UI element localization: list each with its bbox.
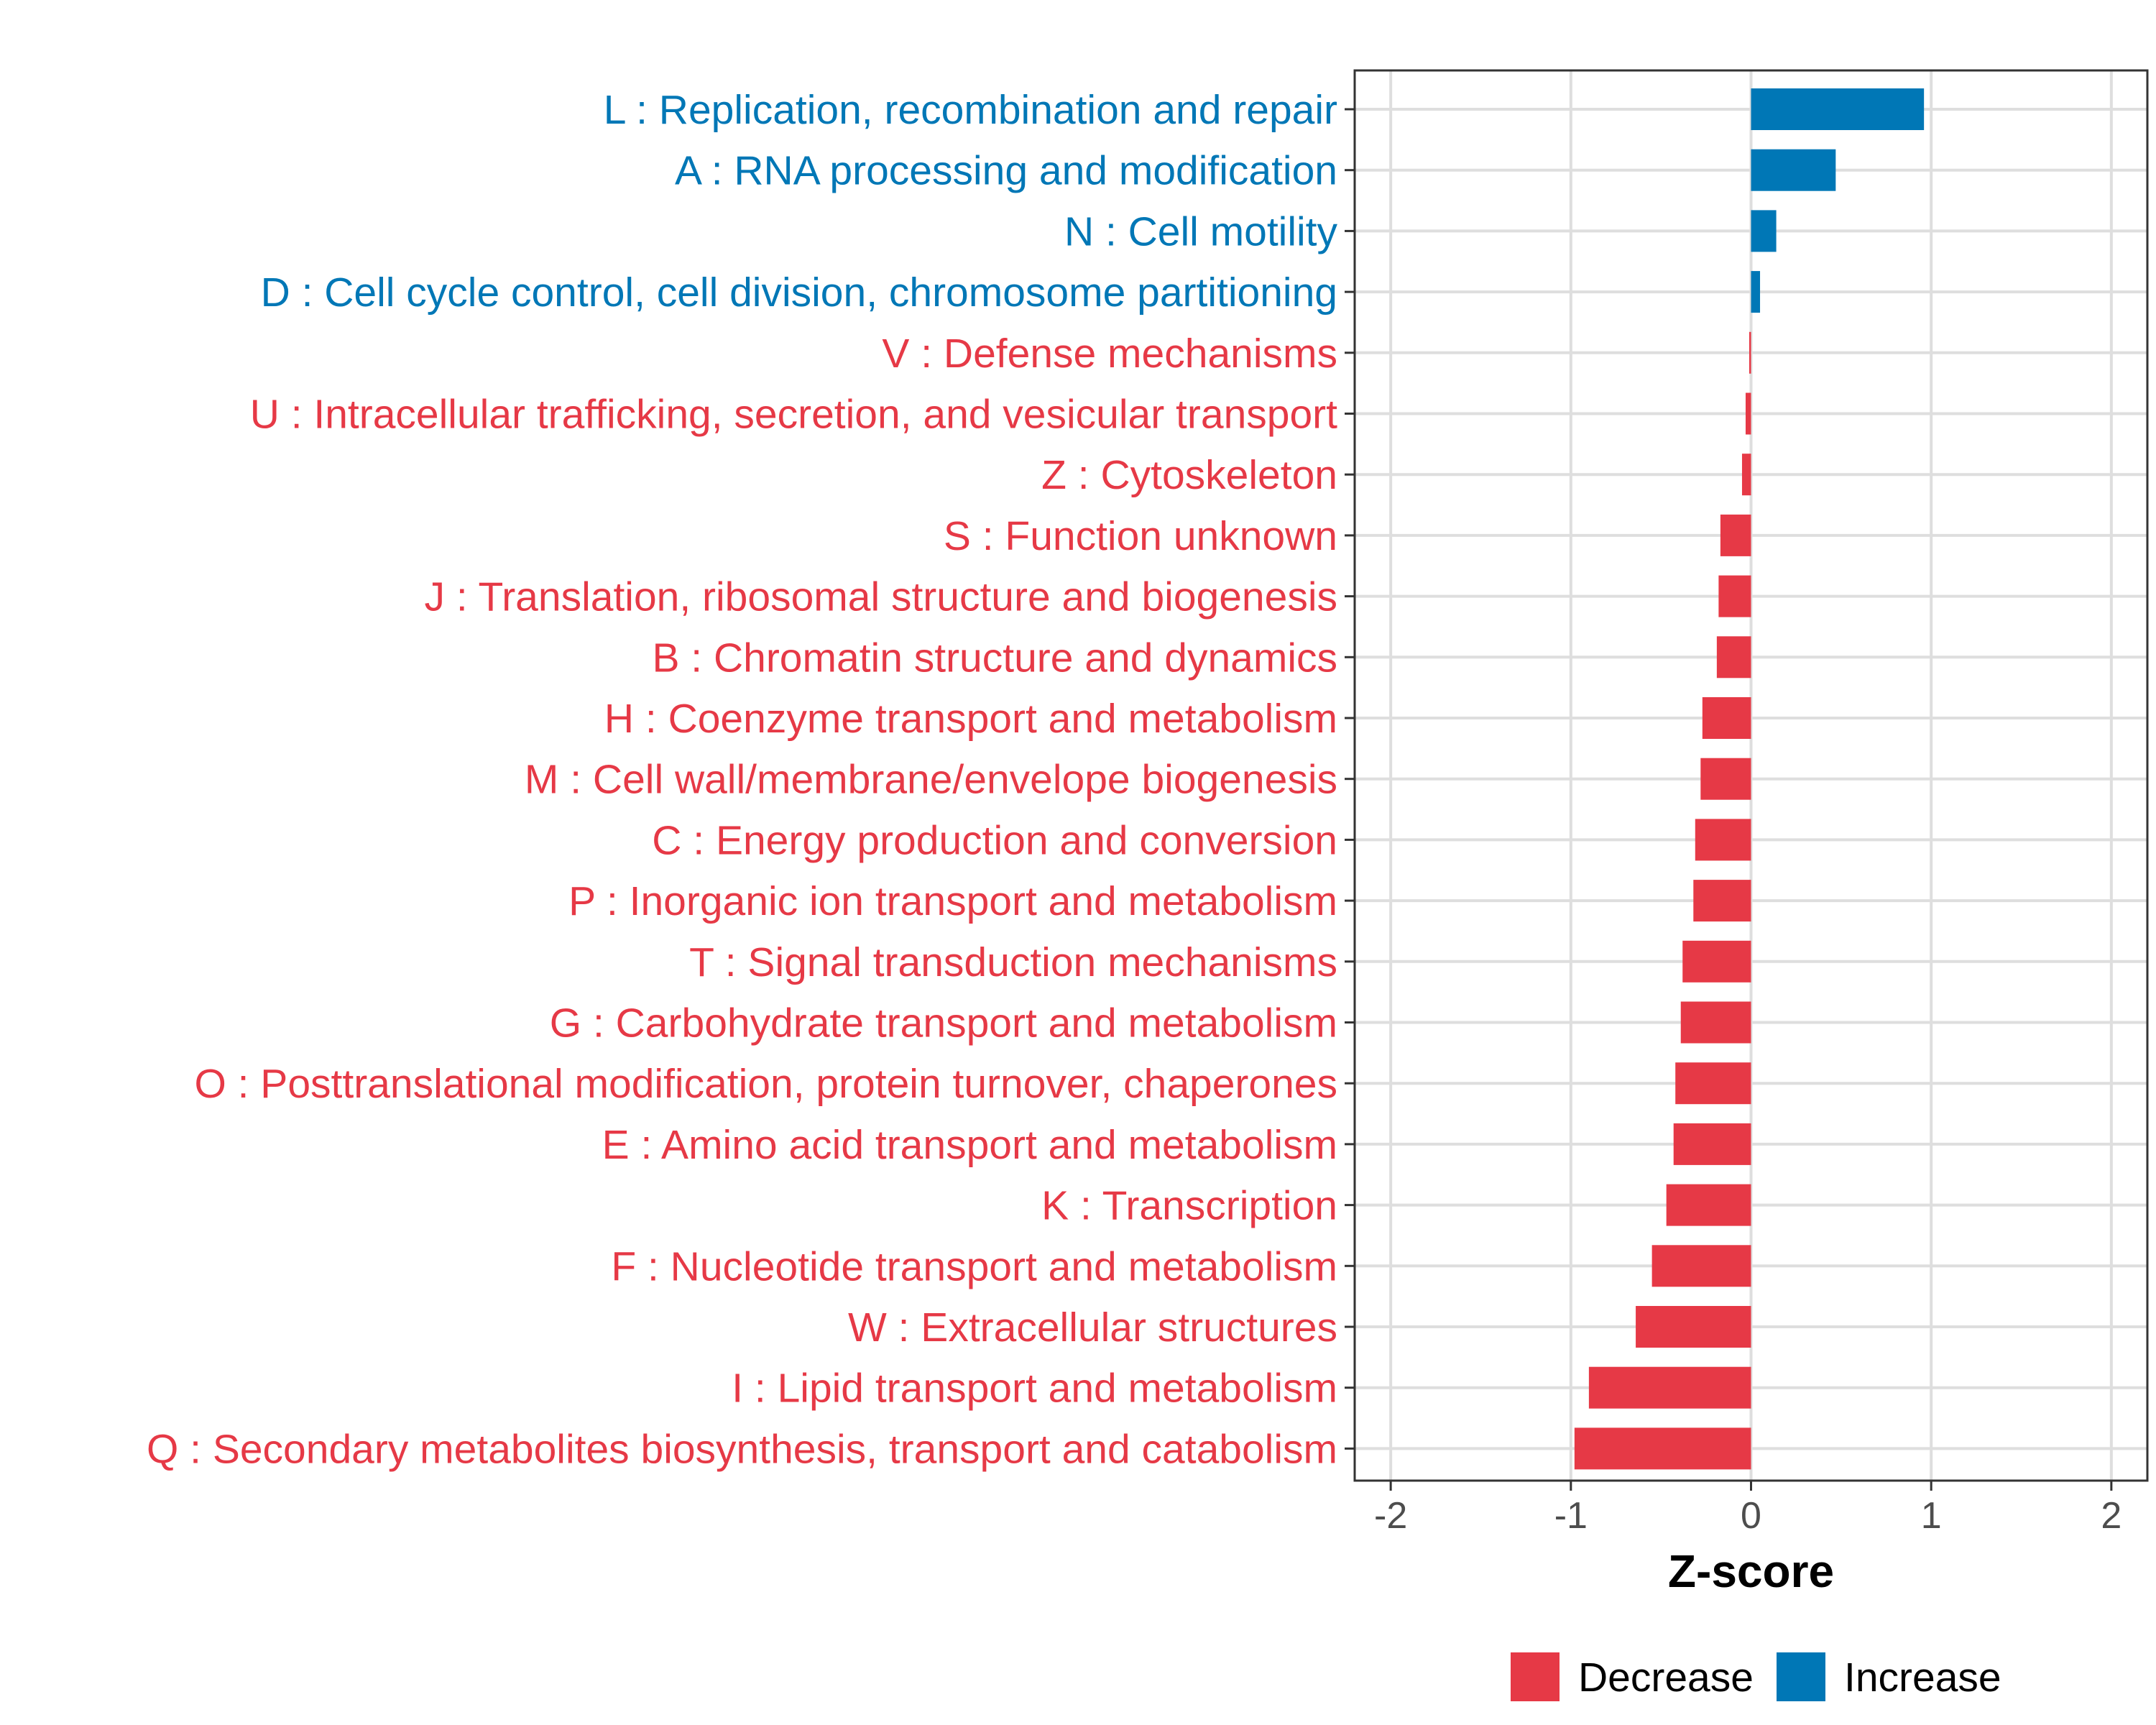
category-label-e: E : Amino acid transport and metabolism [602,1122,1337,1168]
category-label-j: J : Translation, ribosomal structure and… [425,574,1337,620]
legend-label-decrease: Decrease [1578,1655,1754,1701]
category-label-p: P : Inorganic ion transport and metaboli… [568,878,1337,924]
legend-label-increase: Increase [1844,1655,2001,1701]
category-label-s: S : Function unknown [944,513,1337,559]
bar-e [1673,1123,1751,1165]
bar-a [1751,149,1836,191]
bar-l [1751,88,1925,130]
legend: Decrease Increase [1511,1652,2001,1701]
category-label-q: Q : Secondary metabolites biosynthesis, … [147,1426,1337,1472]
bar-g [1680,1001,1751,1044]
x-axis-ticks: -2 -1 0 1 2 [1374,1481,2122,1537]
bar-j [1718,575,1751,617]
bar-o [1675,1062,1751,1105]
category-label-t: T : Signal transduction mechanisms [689,939,1337,985]
x-axis-title: Z-score [1668,1545,1834,1597]
bar-b [1716,636,1751,678]
bar-i [1588,1366,1751,1409]
x-tick-label: 0 [1741,1495,1761,1537]
category-label-v: V : Defense mechanisms [882,331,1337,377]
bar-c [1695,819,1751,861]
bar-k [1666,1184,1751,1226]
category-label-k: K : Transcription [1041,1183,1337,1229]
category-label-h: H : Coenzyme transport and metabolism [604,696,1337,742]
bar-v [1749,331,1751,374]
category-label-f: F : Nucleotide transport and metabolism [611,1243,1337,1289]
category-label-z: Z : Cytoskeleton [1041,452,1337,498]
legend-swatch-decrease [1511,1652,1560,1701]
category-labels: L : Replication, recombination and repai… [147,87,1338,1472]
x-tick-label: -2 [1374,1495,1407,1537]
x-tick-label: 1 [1921,1495,1942,1537]
bar-layer [1574,88,1925,1470]
category-label-d: D : Cell cycle control, cell division, c… [261,270,1337,316]
category-label-u: U : Intracellular trafficking, secretion… [250,392,1337,438]
x-tick-label: -1 [1554,1495,1588,1537]
category-label-o: O : Posttranslational modification, prot… [194,1061,1337,1107]
bar-h [1702,697,1751,739]
bar-q [1574,1427,1751,1470]
bar-t [1682,940,1751,983]
category-label-b: B : Chromatin structure and dynamics [652,635,1337,681]
x-tick-label: 2 [2101,1495,2122,1537]
bar-n [1751,210,1777,252]
y-axis-ticks [1345,108,1355,1450]
bar-d [1751,271,1761,313]
bar-u [1745,392,1751,435]
bar-f [1651,1245,1751,1287]
bar-s [1720,514,1751,556]
category-label-i: I : Lipid transport and metabolism [732,1366,1337,1412]
category-label-n: N : Cell motility [1064,208,1338,254]
bar-m [1700,758,1751,800]
category-label-a: A : RNA processing and modification [675,148,1337,194]
category-label-w: W : Extracellular structures [848,1305,1337,1351]
category-label-l: L : Replication, recombination and repai… [604,87,1337,133]
bar-p [1693,880,1751,922]
category-label-m: M : Cell wall/membrane/envelope biogenes… [525,757,1337,803]
category-label-g: G : Carbohydrate transport and metabolis… [550,1000,1337,1046]
bar-z [1741,454,1751,496]
category-label-c: C : Energy production and conversion [652,817,1337,863]
legend-swatch-increase [1777,1652,1825,1701]
bar-w [1636,1306,1751,1348]
